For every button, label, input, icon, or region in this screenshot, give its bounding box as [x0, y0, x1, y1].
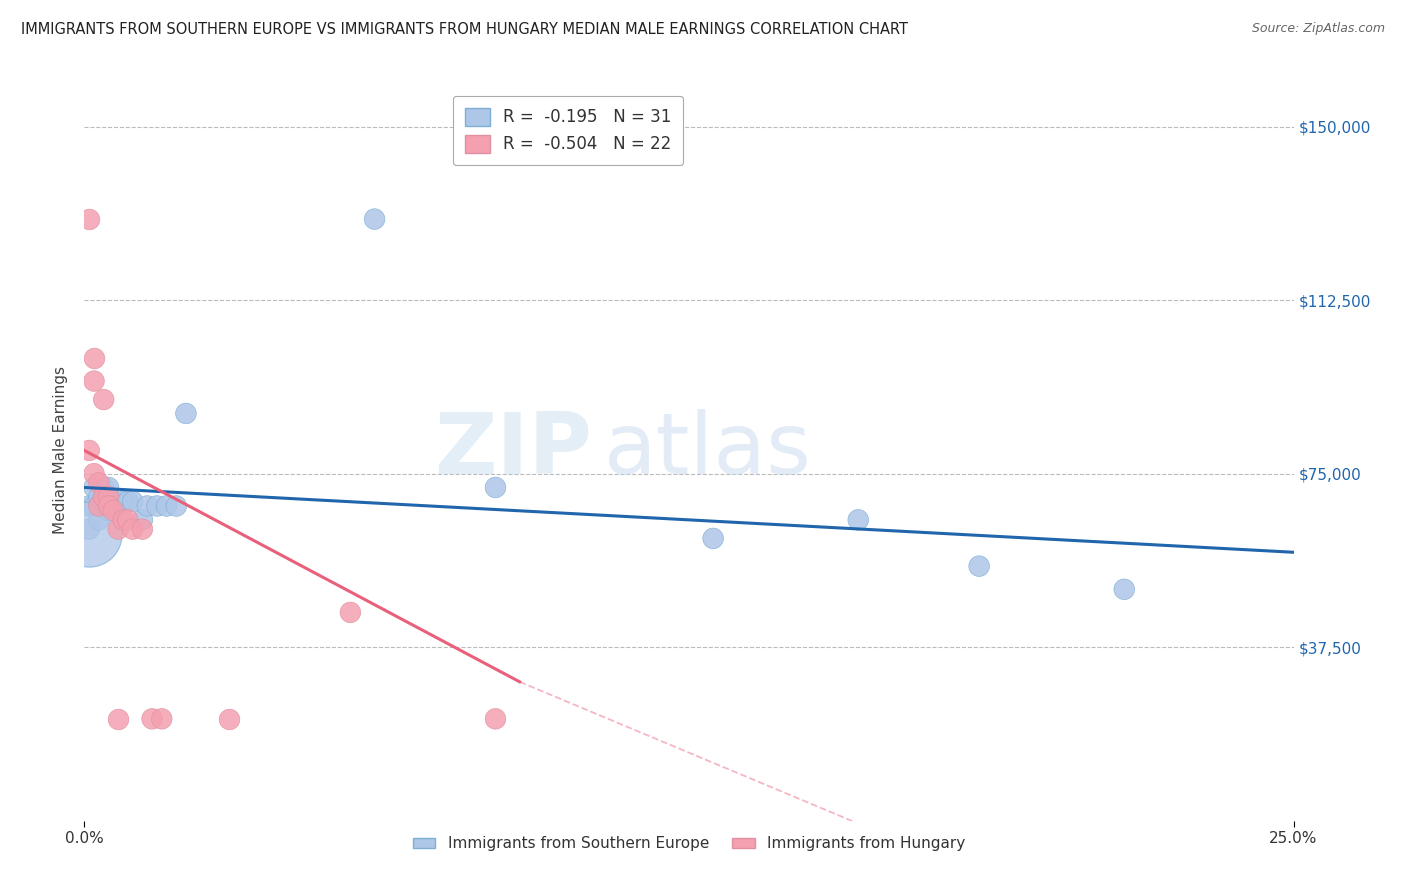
Point [846, 513, 869, 527]
Point [83, 467, 105, 481]
Point [107, 712, 129, 726]
Point [218, 712, 240, 726]
Legend: Immigrants from Southern Europe, Immigrants from Hungary: Immigrants from Southern Europe, Immigra… [406, 830, 972, 857]
Point [77, 212, 100, 227]
Point [87, 499, 110, 513]
Text: ZIP: ZIP [434, 409, 592, 492]
Text: Source: ZipAtlas.com: Source: ZipAtlas.com [1251, 22, 1385, 36]
Point [77, 526, 100, 541]
Point [103, 503, 125, 517]
Point [87, 490, 110, 504]
Point [107, 499, 129, 513]
Point [87, 475, 110, 490]
Point [141, 712, 163, 726]
Point [93, 490, 115, 504]
Point [97, 480, 120, 494]
Point [967, 559, 990, 574]
Point [93, 480, 115, 494]
Point [97, 490, 120, 504]
Point [97, 499, 120, 513]
Point [77, 522, 100, 536]
Point [150, 712, 173, 726]
Text: atlas: atlas [605, 409, 813, 492]
Point [121, 522, 143, 536]
Point [87, 513, 110, 527]
Point [103, 499, 125, 513]
Point [77, 499, 100, 513]
Point [117, 494, 139, 508]
Point [83, 499, 105, 513]
Point [87, 499, 110, 513]
Text: IMMIGRANTS FROM SOUTHERN EUROPE VS IMMIGRANTS FROM HUNGARY MEDIAN MALE EARNINGS : IMMIGRANTS FROM SOUTHERN EUROPE VS IMMIG… [21, 22, 908, 37]
Point [117, 513, 139, 527]
Point [97, 503, 120, 517]
Point [136, 499, 159, 513]
Point [484, 480, 506, 494]
Point [121, 494, 143, 508]
Point [83, 374, 105, 388]
Point [83, 351, 105, 365]
Point [97, 494, 120, 508]
Point [77, 443, 100, 458]
Point [339, 606, 361, 620]
Point [702, 532, 724, 546]
Point [1114, 582, 1136, 597]
Y-axis label: Median Male Earnings: Median Male Earnings [53, 367, 69, 534]
Point [484, 712, 506, 726]
Point [112, 513, 135, 527]
Point [93, 392, 115, 407]
Point [103, 494, 125, 508]
Point [107, 522, 129, 536]
Point [174, 407, 197, 421]
Point [93, 490, 115, 504]
Point [112, 494, 135, 508]
Point [165, 499, 187, 513]
Point [155, 499, 177, 513]
Point [131, 522, 153, 536]
Point [146, 499, 169, 513]
Point [131, 513, 153, 527]
Point [363, 212, 385, 227]
Point [83, 480, 105, 494]
